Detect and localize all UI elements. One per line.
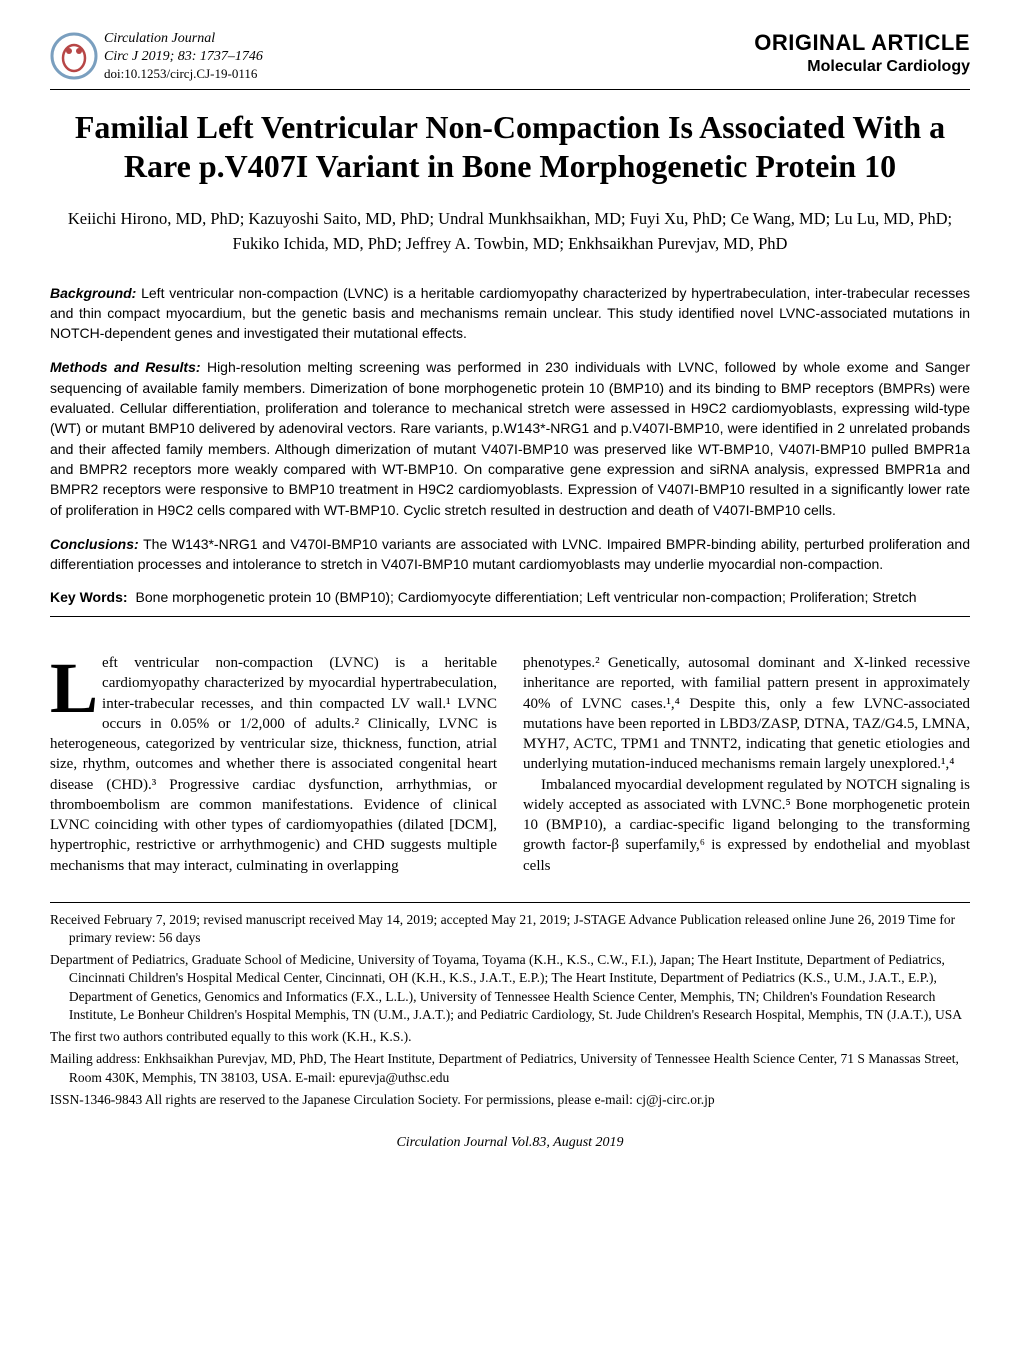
footnotes-rule (50, 902, 970, 903)
abstract-methods-label: Methods and Results: (50, 359, 201, 375)
body-column-right: phenotypes.² Genetically, autosomal domi… (523, 653, 970, 876)
dropcap: L (50, 653, 102, 717)
abstract-background-label: Background: (50, 285, 136, 301)
abstract: Background: Left ventricular non-compact… (50, 283, 970, 575)
journal-citation: Circ J 2019; 83: 1737–1746 (104, 48, 263, 66)
journal-logo-icon (50, 32, 98, 80)
abstract-conclusions: Conclusions: The W143*-NRG1 and V470I-BM… (50, 534, 970, 575)
footnote-affiliations: Department of Pediatrics, Graduate Schoo… (50, 951, 970, 1024)
footnote-issn: ISSN-1346-9843 All rights are reserved t… (50, 1091, 970, 1109)
abstract-methods: Methods and Results: High-resolution mel… (50, 357, 970, 519)
page-header: Circulation Journal Circ J 2019; 83: 173… (50, 30, 970, 83)
article-section: Molecular Cardiology (754, 58, 970, 76)
body-col1-p1: eft ventricular non-compaction (LVNC) is… (50, 655, 497, 874)
footnotes: Received February 7, 2019; revised manus… (50, 911, 970, 1109)
journal-info: Circulation Journal Circ J 2019; 83: 173… (104, 30, 263, 83)
body-column-left: Left ventricular non-compaction (LVNC) i… (50, 653, 497, 876)
abstract-methods-text: High-resolution melting screening was pe… (50, 359, 970, 517)
header-right: ORIGINAL ARTICLE Molecular Cardiology (754, 30, 970, 76)
article-title: Familial Left Ventricular Non-Compaction… (50, 108, 970, 185)
body-paragraph: Left ventricular non-compaction (LVNC) i… (50, 653, 497, 876)
article-type: ORIGINAL ARTICLE (754, 30, 970, 56)
journal-doi: doi:10.1253/circj.CJ-19-0116 (104, 66, 263, 83)
page-footer: Circulation Journal Vol.83, August 2019 (50, 1135, 970, 1151)
abstract-rule (50, 616, 970, 617)
footnote-received: Received February 7, 2019; revised manus… (50, 911, 970, 947)
header-left: Circulation Journal Circ J 2019; 83: 173… (50, 30, 263, 83)
abstract-background-text: Left ventricular non-compaction (LVNC) i… (50, 285, 970, 342)
journal-name: Circulation Journal (104, 30, 263, 48)
abstract-conclusions-text: The W143*-NRG1 and V470I-BMP10 variants … (50, 536, 970, 572)
abstract-conclusions-label: Conclusions: (50, 536, 139, 552)
footnote-equal-contribution: The first two authors contributed equall… (50, 1028, 970, 1046)
keywords-row: Key Words: Bone morphogenetic protein 10… (50, 588, 970, 608)
abstract-background: Background: Left ventricular non-compact… (50, 283, 970, 344)
author-list: Keiichi Hirono, MD, PhD; Kazuyoshi Saito… (50, 207, 970, 257)
body-col2-p1: phenotypes.² Genetically, autosomal domi… (523, 653, 970, 775)
footnote-mailing: Mailing address: Enkhsaikhan Purevjav, M… (50, 1050, 970, 1086)
keywords-text: Bone morphogenetic protein 10 (BMP10); C… (136, 588, 917, 608)
body-col2-p2: Imbalanced myocardial development regula… (523, 775, 970, 876)
header-rule (50, 89, 970, 90)
keywords-label: Key Words: (50, 588, 128, 608)
body-columns: Left ventricular non-compaction (LVNC) i… (50, 653, 970, 876)
